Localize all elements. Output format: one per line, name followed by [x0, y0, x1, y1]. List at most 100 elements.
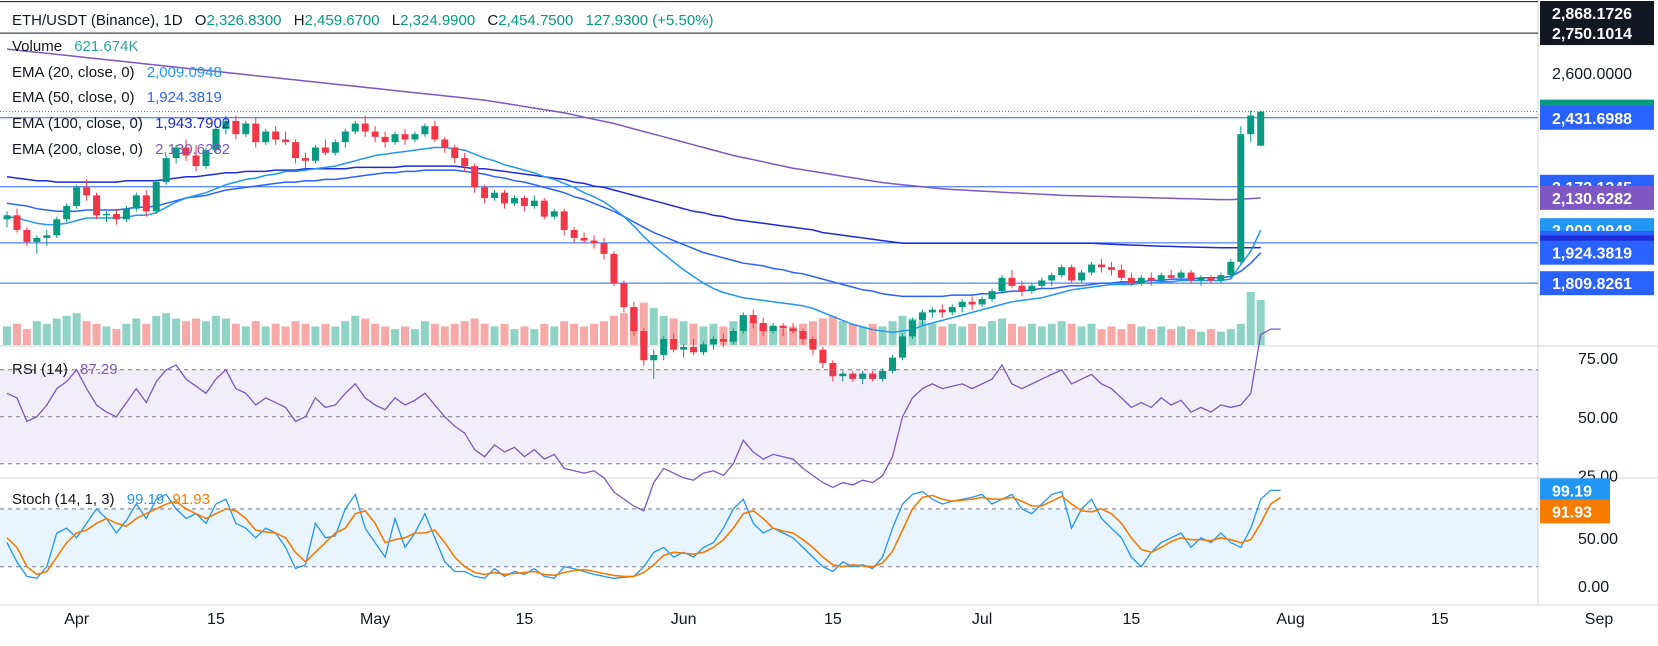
stoch-k-tag-text: 99.19	[1552, 483, 1592, 500]
rsi-axis-tick: 75.00	[1578, 351, 1618, 368]
volume-bar	[649, 307, 658, 345]
volume-bar	[1077, 326, 1086, 345]
volume-bar	[659, 315, 668, 345]
volume-bar	[261, 326, 270, 345]
candle-body	[13, 215, 21, 230]
candle-body	[212, 128, 220, 151]
candle-body	[361, 123, 369, 132]
candle-body	[381, 136, 389, 143]
volume-bar	[1147, 329, 1156, 345]
volume-bar	[789, 326, 798, 345]
candle-body	[232, 120, 240, 135]
volume-bar	[1137, 326, 1146, 345]
candle-body	[23, 229, 31, 242]
candle-body	[222, 120, 230, 129]
ema200-label: EMA (200, close, 0)	[12, 141, 143, 158]
candle-body	[1157, 275, 1165, 281]
price-tag-bg	[1540, 105, 1654, 130]
rsi-legend: RSI (14) 87.29	[12, 361, 118, 378]
volume-bar	[749, 321, 758, 345]
volume-bar	[600, 321, 608, 345]
time-axis-tick: Jul	[972, 611, 992, 628]
candle-body	[1058, 267, 1066, 276]
volume-bar	[619, 313, 628, 345]
volume-bar	[1216, 331, 1225, 345]
candle-body	[122, 208, 130, 220]
time-axis-tick: May	[360, 611, 390, 628]
candle-body	[1247, 115, 1255, 135]
candle-body	[33, 237, 41, 242]
candle-body	[540, 200, 548, 217]
volume-bar	[450, 323, 459, 345]
volume-bar	[1187, 329, 1196, 345]
volume-bar	[679, 321, 688, 345]
open-label: O	[194, 12, 207, 29]
candle-body	[1237, 134, 1245, 262]
candle-body	[341, 131, 349, 143]
ema200-legend: EMA (200, close, 0) 2,130.6282	[12, 141, 230, 158]
candle-body	[142, 195, 150, 212]
volume-bar	[570, 323, 579, 345]
candle-body	[1257, 111, 1265, 146]
grid-layer	[0, 0, 1658, 606]
price-tag-text: 2,868.1726	[1552, 6, 1632, 23]
candle-body	[620, 283, 628, 308]
volume-bar	[381, 326, 390, 345]
volume-bar	[1157, 326, 1166, 345]
volume-bar	[480, 323, 489, 345]
volume-bar	[251, 321, 260, 345]
candle-body	[690, 346, 698, 353]
candle-body	[1187, 272, 1195, 281]
volume-bar	[988, 321, 997, 345]
candle-body	[451, 147, 459, 159]
candle-body	[600, 243, 608, 254]
volume-bar	[3, 326, 11, 345]
volume-bar	[172, 318, 181, 345]
candle-body	[729, 331, 737, 342]
stoch-d-tag-text: 91.93	[1552, 504, 1592, 521]
ema20-value: 2,009.0948	[146, 64, 222, 81]
candle-body	[968, 301, 976, 305]
candle-body	[550, 211, 558, 217]
candle-body	[1028, 285, 1036, 292]
candles	[3, 110, 1265, 385]
candle-body	[1117, 269, 1125, 278]
symbol-header: ETH/USDT (Binance), 1D O2,326.8300 H2,45…	[12, 12, 714, 29]
price-tag-text: 1,809.8261	[1552, 276, 1632, 293]
candle-body	[749, 315, 757, 324]
volume-bar	[331, 326, 340, 345]
candle-body	[172, 147, 180, 159]
volume-bar	[420, 321, 429, 345]
candle-body	[471, 166, 479, 188]
candle-body	[769, 325, 777, 332]
volume-bar	[321, 323, 330, 345]
candle-body	[103, 213, 110, 216]
ema20-legend: EMA (20, close, 0) 2,009.0948	[12, 64, 222, 81]
candle-body	[331, 142, 339, 153]
candle-body	[700, 344, 707, 353]
candle-body	[1177, 272, 1185, 278]
volume-bar	[391, 329, 400, 345]
candle-body	[1207, 277, 1215, 281]
volume-bar	[142, 323, 151, 345]
candle-body	[948, 307, 956, 313]
candle-body	[640, 331, 648, 361]
volume-bar	[1097, 329, 1106, 345]
volume-label: Volume	[12, 38, 63, 55]
volume-bar	[689, 323, 698, 345]
volume-bar	[122, 323, 131, 345]
candle-body	[928, 309, 936, 313]
symbol-label: ETH/USDT (Binance), 1D	[12, 12, 183, 29]
rsi-axis-tick: 50.00	[1578, 410, 1618, 427]
stoch-k-tag-bg	[1540, 478, 1610, 503]
candle-body	[560, 211, 568, 230]
volume-bar	[779, 329, 788, 345]
candle-body	[908, 320, 916, 337]
volume-bar	[590, 323, 599, 345]
volume-bar	[848, 323, 857, 345]
candle-body	[481, 187, 489, 199]
candle-body	[282, 139, 290, 143]
price-tag-bg	[1540, 1, 1654, 25]
volume-bar	[1017, 326, 1026, 345]
candle-body	[610, 253, 618, 284]
